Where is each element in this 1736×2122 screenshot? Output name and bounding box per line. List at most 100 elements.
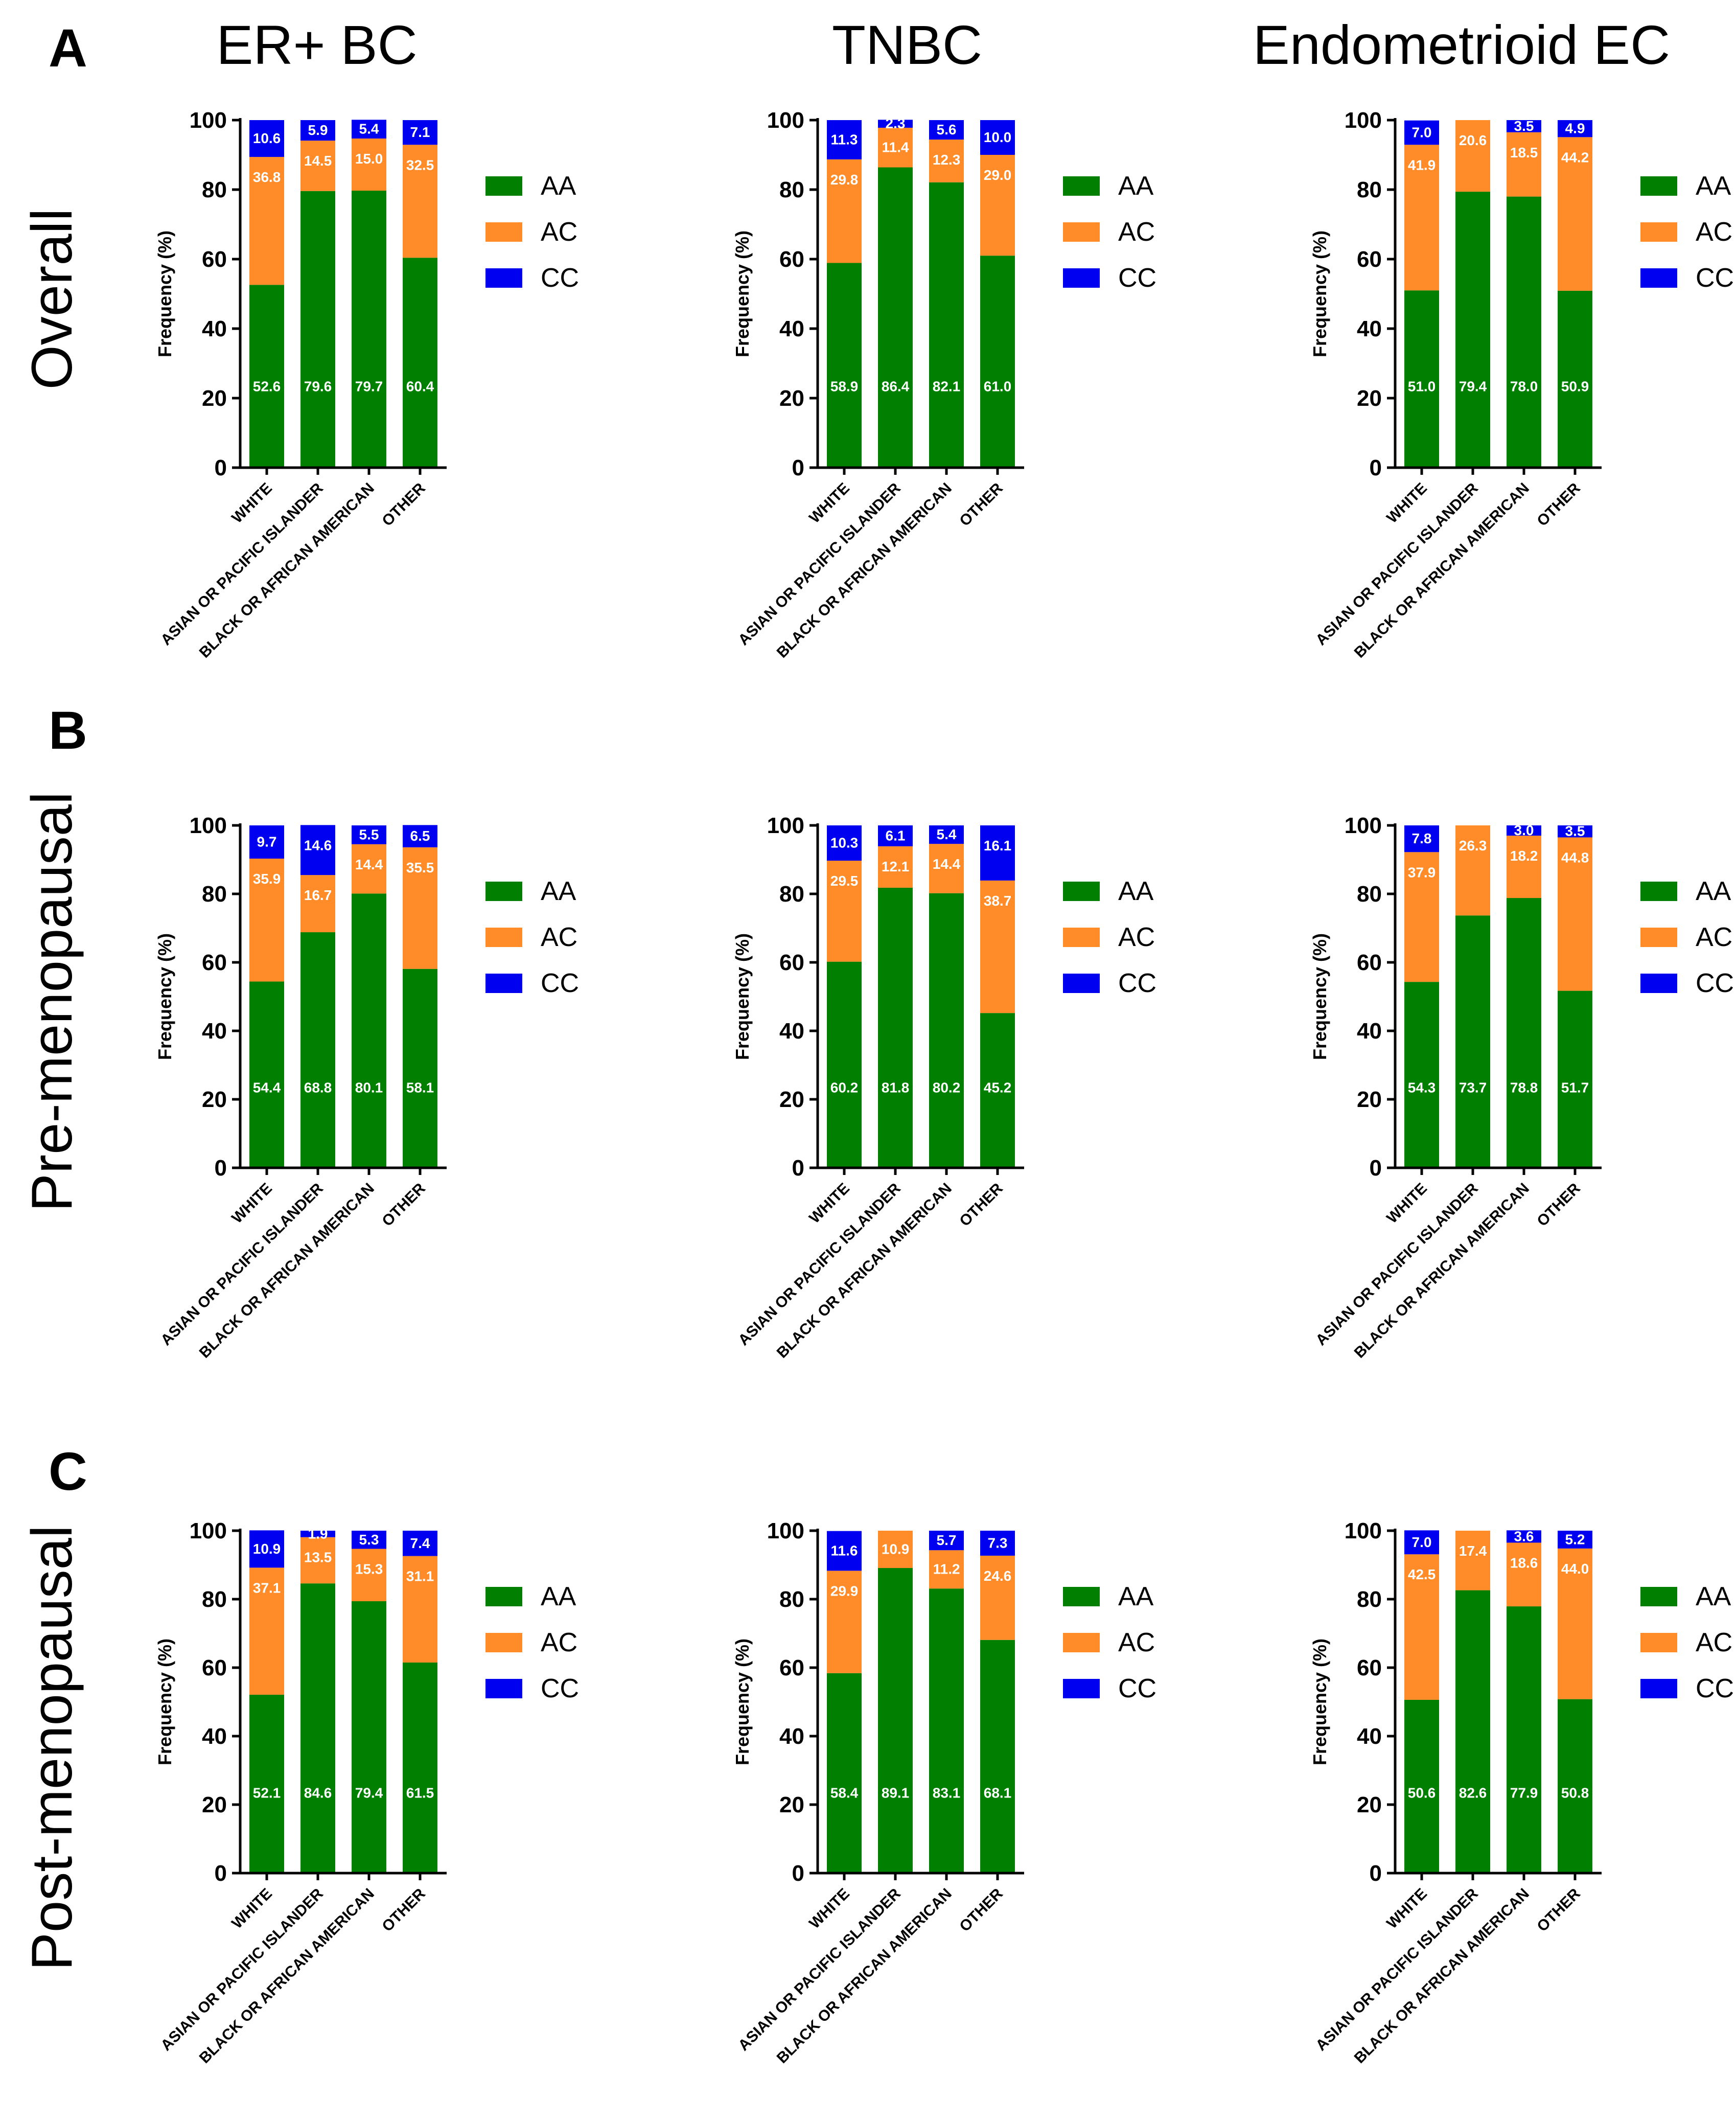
- chart-a-tnbc-label-white-cc: 11.3: [831, 131, 858, 147]
- chart-c-endometrioid-ec-bar-white-aa: [1404, 1699, 1439, 1873]
- chart-b-er-bc-ytick-label-20: 20: [202, 1087, 227, 1112]
- chart-c-tnbc-bar-other-cc: [980, 1531, 1015, 1556]
- chart-b-endometrioid-ec-bar-asian-or-pacific-islander-aa: [1455, 915, 1490, 1168]
- chart-b-er-bc-bar-asian-or-pacific-islander-aa: [300, 932, 335, 1168]
- chart-c-tnbc-ytick-label-40: 40: [779, 1724, 804, 1749]
- chart-a-tnbc-label-other-aa: 61.0: [984, 378, 1012, 394]
- chart-a-tnbc-label-white-ac: 29.8: [830, 172, 859, 188]
- chart-c-er-bc-label-other-ac: 31.1: [406, 1569, 434, 1584]
- chart-b-tnbc-label-other-ac: 38.7: [984, 893, 1012, 909]
- chart-b-endometrioid-ec-bar-other-aa: [1558, 990, 1592, 1168]
- chart-a-endometrioid-ec-ytick-label-100: 100: [1345, 108, 1382, 133]
- column-title-er-bc: ER+ BC: [216, 14, 417, 76]
- chart-c-endometrioid-ec-legend-label-cc: CC: [1696, 1674, 1734, 1703]
- chart-c-tnbc-label-black-or-african-american-aa: 83.1: [933, 1785, 961, 1801]
- chart-c-tnbc-legend-label-aa: AA: [1118, 1582, 1154, 1611]
- chart-b-tnbc-ytick-label-40: 40: [779, 1019, 804, 1044]
- chart-b-tnbc-bar-white-aa: [827, 961, 862, 1168]
- chart-a-endometrioid-ec-ytick-label-0: 0: [1370, 455, 1382, 480]
- chart-b-tnbc-label-black-or-african-american-ac: 14.4: [933, 856, 961, 872]
- panel-letter-a: A: [49, 18, 87, 78]
- chart-b-tnbc-legend-label-cc: CC: [1118, 968, 1156, 998]
- chart-c-endometrioid-ec-label-white-ac: 42.5: [1408, 1566, 1436, 1582]
- chart-c-er-bc-bar-black-or-african-american-cc: [352, 1531, 386, 1549]
- chart-c-er-bc-ylabel: Frequency (%): [154, 1639, 175, 1765]
- chart-b-er-bc-label-other-ac: 35.5: [406, 860, 434, 875]
- chart-a-tnbc-bar-black-or-african-american-cc: [929, 120, 964, 140]
- chart-a-endometrioid-ec-legend-label-aa: AA: [1696, 171, 1731, 201]
- chart-b-tnbc-ytick-label-0: 0: [792, 1156, 804, 1181]
- chart-b-endometrioid-ec-label-white-cc: 7.8: [1412, 831, 1432, 846]
- chart-b-endometrioid-ec-bar-white-aa: [1404, 982, 1439, 1168]
- chart-b-tnbc-ylabel: Frequency (%): [732, 933, 753, 1060]
- chart-a-tnbc-label-black-or-african-american-aa: 82.1: [933, 378, 961, 394]
- chart-a-er-bc-bar-white-cc: [249, 120, 284, 157]
- chart-b-er-bc-bar-other-aa: [403, 968, 437, 1168]
- chart-b-er-bc-ytick-label-100: 100: [190, 813, 227, 838]
- chart-c-endometrioid-ec-bar-asian-or-pacific-islander-ac: [1455, 1531, 1490, 1590]
- chart-c-endometrioid-ec-bar-other-cc: [1558, 1531, 1592, 1549]
- chart-c-tnbc-bar-asian-or-pacific-islander-aa: [878, 1568, 913, 1873]
- chart-c-er-bc-legend-swatch-ac: [485, 1633, 522, 1652]
- chart-b-er-bc-ylabel: Frequency (%): [154, 933, 175, 1060]
- chart-c-endometrioid-ec-bar-other-ac: [1558, 1548, 1592, 1699]
- chart-a-endometrioid-ec-label-black-or-african-american-ac: 18.5: [1510, 145, 1538, 160]
- chart-c-tnbc-legend-label-ac: AC: [1118, 1628, 1155, 1657]
- chart-b-tnbc-legend-swatch-cc: [1063, 974, 1100, 993]
- chart-a-endometrioid-ec-label-other-aa: 50.9: [1561, 378, 1589, 394]
- chart-c-tnbc-ylabel: Frequency (%): [732, 1639, 753, 1765]
- chart-b-tnbc-bar-asian-or-pacific-islander-ac: [878, 846, 913, 888]
- chart-a-tnbc-bar-white-cc: [827, 120, 862, 159]
- chart-b-er-bc-bar-white-cc: [249, 825, 284, 859]
- chart-b-er-bc-legend-label-aa: AA: [541, 877, 576, 906]
- chart-a-er-bc-bar-other-ac: [403, 145, 437, 258]
- chart-a-tnbc-bar-other-aa: [980, 256, 1015, 468]
- chart-a-er-bc-label-asian-or-pacific-islander-ac: 14.5: [304, 153, 332, 169]
- chart-b-tnbc-bar-black-or-african-american-aa: [929, 893, 964, 1168]
- chart-c-er-bc-legend-label-aa: AA: [541, 1582, 576, 1611]
- chart-b-er-bc-label-black-or-african-american-aa: 80.1: [355, 1080, 383, 1096]
- chart-a-er-bc-bar-other-cc: [403, 120, 437, 145]
- chart-a-tnbc-ytick-label-60: 60: [779, 247, 804, 272]
- chart-c-endometrioid-ec-legend-swatch-ac: [1640, 1633, 1677, 1652]
- chart-b-tnbc-label-other-cc: 16.1: [984, 838, 1012, 854]
- chart-a-er-bc-ytick-label-60: 60: [202, 247, 227, 272]
- chart-b-er-bc-legend-label-ac: AC: [541, 922, 577, 952]
- chart-c-endometrioid-ec-ytick-label-100: 100: [1345, 1518, 1382, 1543]
- chart-c-tnbc-label-white-cc: 11.6: [831, 1543, 858, 1559]
- chart-b-endometrioid-ec-ytick-label-20: 20: [1357, 1087, 1382, 1112]
- chart-b-endometrioid-ec-bar-other-ac: [1558, 837, 1592, 991]
- chart-a-endometrioid-ec-label-white-aa: 51.0: [1408, 378, 1436, 394]
- chart-a-endometrioid-ec-legend-swatch-aa: [1640, 176, 1677, 196]
- chart-b-endometrioid-ec-legend-swatch-ac: [1640, 928, 1677, 947]
- chart-c-endometrioid-ec-ytick-label-20: 20: [1357, 1792, 1382, 1817]
- chart-b-tnbc-bar-black-or-african-american-cc: [929, 825, 964, 844]
- chart-c-endometrioid-ec-bar-asian-or-pacific-islander-aa: [1455, 1590, 1490, 1873]
- chart-a-er-bc-ytick-label-40: 40: [202, 316, 227, 341]
- chart-a-endometrioid-ec-label-white-ac: 41.9: [1408, 157, 1436, 173]
- chart-b-endometrioid-ec-ytick-label-0: 0: [1370, 1156, 1382, 1181]
- chart-c-tnbc-label-black-or-african-american-cc: 5.7: [937, 1532, 957, 1548]
- chart-a-er-bc-bar-white-aa: [249, 285, 284, 468]
- chart-a-er-bc-ylabel: Frequency (%): [154, 230, 175, 357]
- chart-b-endometrioid-ec-legend-swatch-cc: [1640, 974, 1677, 993]
- chart-c-tnbc-legend-swatch-aa: [1063, 1587, 1100, 1606]
- chart-c-tnbc-ytick-label-80: 80: [779, 1587, 804, 1612]
- chart-a-tnbc-label-other-cc: 10.0: [984, 129, 1012, 145]
- chart-b-tnbc-legend-swatch-ac: [1063, 928, 1100, 947]
- chart-c-tnbc-bar-black-or-african-american-cc: [929, 1531, 964, 1551]
- chart-a-tnbc-label-black-or-african-american-cc: 5.6: [937, 122, 957, 137]
- chart-c-er-bc-bar-black-or-african-american-ac: [352, 1549, 386, 1602]
- chart-c-endometrioid-ec-ytick-label-0: 0: [1370, 1861, 1382, 1886]
- chart-c-er-bc-label-asian-or-pacific-islander-ac: 13.5: [304, 1550, 332, 1565]
- chart-b-tnbc-label-black-or-african-american-cc: 5.4: [937, 826, 957, 842]
- chart-c-tnbc-ytick-label-100: 100: [767, 1518, 804, 1543]
- chart-c-endometrioid-ec-label-white-cc: 7.0: [1412, 1534, 1432, 1550]
- chart-a-er-bc-legend-label-aa: AA: [541, 171, 576, 201]
- chart-a-tnbc-label-asian-or-pacific-islander-cc: 2.3: [886, 116, 906, 131]
- chart-a-er-bc-ytick-label-20: 20: [202, 386, 227, 411]
- chart-c-er-bc-bar-white-aa: [249, 1694, 284, 1873]
- chart-a-er-bc-label-white-cc: 10.6: [253, 130, 281, 146]
- chart-a-tnbc-bar-other-cc: [980, 120, 1015, 155]
